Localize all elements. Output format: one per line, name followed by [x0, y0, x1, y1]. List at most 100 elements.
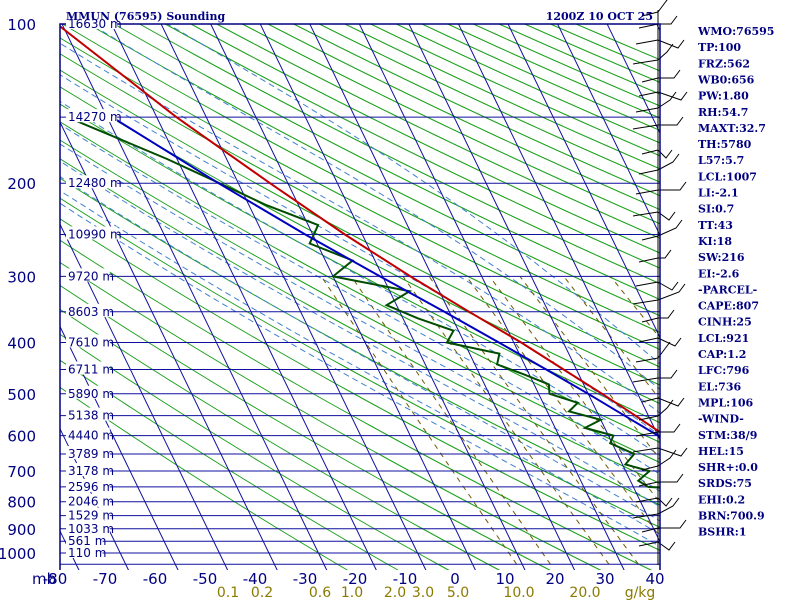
wind-barb: [657, 337, 682, 347]
dry-adiabat: [190, 24, 660, 254]
isotherm: [408, 24, 660, 544]
wind-barb: [658, 69, 681, 79]
index-item: CINH:25: [698, 316, 752, 329]
isotherm: [457, 24, 660, 441]
wind-barb: [658, 369, 678, 379]
height-label: 7610 m: [68, 335, 114, 349]
moist-adiabat: [60, 160, 660, 508]
temperature-tick-label: 40: [645, 570, 664, 588]
dry-adiabat: [62, 24, 660, 333]
pressure-tick-label: 800: [7, 494, 36, 512]
pressure-tick-label: 600: [7, 428, 36, 446]
wind-barb: [635, 431, 659, 437]
dry-adiabat: [113, 24, 660, 301]
pressure-unit-label: mb: [32, 570, 56, 588]
wind-barb: [657, 283, 686, 301]
dry-adiabat: [60, 333, 460, 577]
index-item: -WIND-: [698, 413, 744, 426]
mixing-ratio-tick-label: 10.0: [503, 585, 534, 600]
index-item: SI:0.7: [698, 203, 734, 216]
height-label: 6711 m: [68, 363, 114, 377]
index-item: PW:1.80: [698, 90, 749, 103]
height-label: 12480 m: [68, 176, 122, 190]
dry-adiabat: [60, 197, 660, 528]
wind-barb: [658, 473, 684, 483]
height-label: 561 m: [68, 534, 106, 548]
index-item: SHR+:0.0: [698, 461, 758, 474]
dry-adiabat: [60, 158, 660, 485]
height-label: 9720 m: [68, 269, 114, 283]
wind-barb: [632, 447, 659, 453]
wind-barb: [641, 527, 659, 533]
wind-barb: [635, 497, 659, 503]
wind-barb: [632, 377, 659, 383]
chart-grid: [60, 24, 660, 577]
index-item: EL:736: [698, 380, 741, 393]
index-item: BRN:700.9: [698, 510, 765, 523]
height-label: 4440 m: [68, 429, 114, 443]
dry-adiabat: [60, 69, 660, 386]
wind-barb: [657, 449, 677, 467]
height-label: 5138 m: [68, 409, 114, 423]
isotherm: [60, 120, 280, 576]
indices-panel: WMO:76595 TP:100 FRZ:562 WB0:656 PW:1.80 RH:5…: [697, 25, 774, 539]
dry-adiabat: [242, 24, 660, 225]
wind-barb: [657, 281, 679, 291]
wind-barb: [632, 211, 659, 217]
moist-adiabat: [60, 123, 660, 475]
temperature-tick-label: 30: [595, 570, 614, 588]
pressure-tick-label: 300: [7, 268, 36, 286]
moist-adiabat: [60, 190, 660, 535]
wind-barb: [638, 337, 659, 343]
wind-barb: [658, 423, 681, 433]
index-item: TH:5780: [698, 138, 752, 151]
dry-adiabat: [421, 24, 660, 131]
height-label: 5890 m: [68, 387, 114, 401]
index-item: -PARCEL-: [698, 283, 757, 296]
temperature-line: [60, 25, 660, 434]
moist-adiabat: [60, 100, 660, 457]
pressure-tick-label: 700: [7, 463, 36, 481]
dry-adiabat: [319, 24, 660, 183]
height-label: 8603 m: [68, 305, 114, 319]
wind-barb: [638, 541, 659, 547]
index-item: TP:100: [698, 41, 741, 54]
dry-adiabat: [344, 24, 660, 170]
height-label: 2046 m: [68, 495, 114, 509]
mixing-ratio-unit: g/kg: [625, 585, 656, 600]
index-item: BSHR:1: [698, 526, 747, 539]
dry-adiabat: [60, 37, 660, 351]
index-item: CAP:1.2: [698, 348, 746, 361]
wind-barb: [641, 149, 659, 155]
pressure-tick-label: 400: [7, 334, 36, 352]
index-item: FRZ:562: [698, 57, 750, 70]
height-label: 3789 m: [68, 447, 114, 461]
wind-barb: [632, 299, 659, 305]
moist-adiabat: [60, 42, 660, 414]
wind-barb: [635, 357, 659, 363]
index-item: MPL:106: [698, 396, 754, 409]
wind-barbs: [632, 0, 688, 565]
dry-adiabat: [60, 284, 562, 577]
mixing-ratio-tick-label: 0.1: [217, 585, 239, 600]
isotherm: [259, 24, 528, 576]
wind-barb: [638, 169, 659, 175]
index-item: TT:43: [698, 219, 733, 232]
dry-adiabat: [165, 24, 660, 269]
mixing-ratio-tick-label: 2.0: [384, 585, 406, 600]
dry-adiabat: [216, 24, 660, 239]
dry-adiabat: [60, 121, 660, 443]
wind-barb: [658, 15, 678, 25]
temperature-tick-label: -40: [243, 570, 268, 588]
isotherm: [160, 24, 429, 576]
dry-adiabat: [60, 139, 660, 464]
dry-adiabat: [370, 24, 660, 157]
wind-barb: [657, 0, 668, 13]
wind-barb: [657, 447, 688, 457]
index-item: SW:216: [698, 251, 745, 264]
index-item: L57:5.7: [698, 154, 744, 167]
chart-title: MMUN (76595) Sounding: [66, 10, 225, 23]
wind-barb: [641, 11, 659, 17]
mixing-ratio-line: [519, 276, 660, 461]
